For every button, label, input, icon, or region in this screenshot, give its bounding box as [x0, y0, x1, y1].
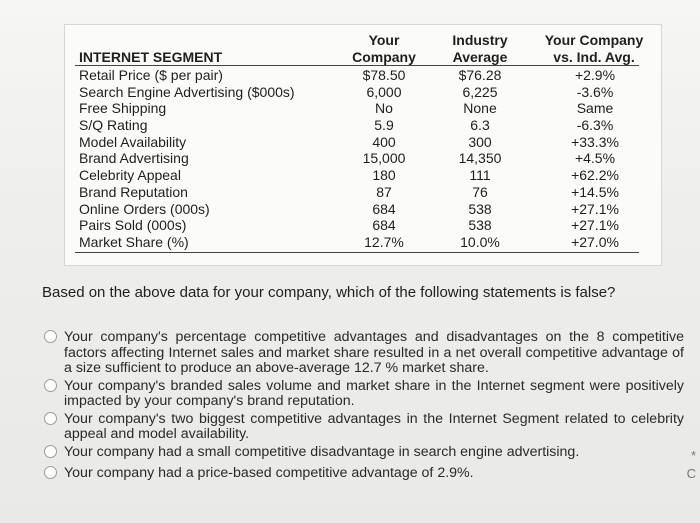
- row-industry-value: 10.0%: [460, 233, 500, 250]
- table-row: Brand Advertising 15,000 14,350 +4.5%: [79, 150, 649, 167]
- row-vs-value: +33.3%: [571, 133, 619, 150]
- row-industry-value: None: [463, 100, 497, 117]
- row-industry-value: 111: [469, 167, 491, 184]
- answer-option-text: Your company's percentage competitive ad…: [64, 329, 684, 376]
- radio-button[interactable]: [44, 411, 57, 425]
- col-header-your-line2: Company: [352, 49, 416, 65]
- answer-options: Your company's percentage competitive ad…: [44, 329, 684, 482]
- row-your-value: 684: [372, 200, 396, 217]
- table-row: Search Engine Advertising ($000s) 6,000 …: [79, 84, 649, 101]
- answer-option[interactable]: Your company had a price-based competiti…: [44, 465, 684, 482]
- col-header-vs-line2: vs. Ind. Avg.: [553, 49, 635, 65]
- row-vs-value: +62.2%: [571, 167, 619, 184]
- col-header-your-company: Your Company: [346, 32, 422, 66]
- row-vs-value: +27.1%: [571, 200, 619, 217]
- question-text: Based on the above data for your company…: [42, 284, 616, 301]
- row-industry-value: 538: [468, 200, 492, 217]
- row-vs-value: -3.6%: [576, 83, 614, 100]
- row-industry-value: 6.3: [470, 117, 490, 134]
- row-label: Brand Reputation: [79, 183, 188, 200]
- answer-option[interactable]: Your company had a small competitive dis…: [44, 443, 684, 461]
- row-industry-value: $76.28: [458, 67, 502, 83]
- row-label: Brand Advertising: [79, 150, 189, 167]
- table-row: Pairs Sold (000s) 684 538 +27.1%: [79, 217, 649, 234]
- edge-glyph: C: [686, 466, 696, 481]
- row-your-value: 12.7%: [364, 233, 404, 250]
- row-vs-value: -6.3%: [576, 117, 614, 134]
- row-vs-value: +4.5%: [574, 150, 616, 167]
- col-header-vs-industry: Your Company vs. Ind. Avg.: [534, 32, 654, 66]
- answer-option[interactable]: Your company's percentage competitive ad…: [44, 329, 684, 377]
- row-your-value: $78.50: [362, 67, 406, 83]
- row-label: Pairs Sold (000s): [79, 217, 187, 234]
- row-vs-value: +14.5%: [571, 183, 619, 200]
- table-row: Model Availability 400 300 +33.3%: [79, 134, 649, 151]
- row-industry-value: 76: [472, 183, 488, 200]
- table-row: Online Orders (000s) 684 538 +27.1%: [79, 201, 649, 218]
- row-label: Search Engine Advertising ($000s): [79, 83, 295, 100]
- row-industry-value: 14,350: [458, 150, 502, 167]
- row-industry-value: 6,225: [462, 83, 498, 100]
- cursor-arrow-glyph: *: [690, 448, 696, 463]
- row-label: Market Share (%): [79, 233, 189, 250]
- answer-option-text: Your company had a price-based competiti…: [64, 465, 474, 481]
- table-top-rule: [75, 65, 639, 66]
- col-header-your-line1: Your: [368, 32, 400, 48]
- answer-option-text: Your company's branded sales volume and …: [64, 377, 684, 409]
- row-label: Online Orders (000s): [79, 200, 210, 217]
- row-vs-value: +27.1%: [571, 217, 619, 234]
- radio-button[interactable]: [44, 378, 57, 392]
- col-header-industry-line1: Industry: [452, 32, 508, 48]
- table-row: Celebrity Appeal 180 111 +62.2%: [79, 167, 649, 184]
- radio-button[interactable]: [44, 466, 57, 479]
- answer-option-text: Your company's two biggest competitive a…: [64, 410, 684, 442]
- row-your-value: 5.9: [374, 117, 394, 134]
- row-label: Free Shipping: [79, 100, 167, 117]
- row-label: Celebrity Appeal: [79, 167, 181, 184]
- table-row: Free Shipping No None Same: [79, 100, 649, 117]
- segment-header: INTERNET SEGMENT: [79, 49, 223, 65]
- row-label: Model Availability: [79, 133, 187, 150]
- col-header-vs-line1: Your Company: [544, 32, 644, 48]
- row-your-value: 15,000: [362, 150, 406, 167]
- data-table-panel: [64, 24, 662, 266]
- table-bottom-rule: [75, 252, 639, 253]
- table-body: Retail Price ($ per pair) $78.50 $76.28 …: [79, 67, 649, 251]
- table-row: Brand Reputation 87 76 +14.5%: [79, 184, 649, 201]
- row-your-value: 87: [376, 183, 392, 200]
- row-your-value: 684: [372, 217, 396, 234]
- table-row: S/Q Rating 5.9 6.3 -6.3%: [79, 117, 649, 134]
- row-your-value: 400: [372, 133, 396, 150]
- answer-option-text: Your company had a small competitive dis…: [64, 443, 580, 460]
- table-row: Retail Price ($ per pair) $78.50 $76.28 …: [79, 67, 649, 84]
- row-vs-value: Same: [576, 100, 614, 117]
- row-your-value: 6,000: [366, 83, 402, 100]
- row-industry-value: 300: [468, 133, 492, 150]
- radio-button[interactable]: [44, 330, 57, 343]
- col-header-industry-average: Industry Average: [440, 32, 520, 66]
- table-row: Market Share (%) 12.7% 10.0% +27.0%: [79, 234, 649, 251]
- answer-option[interactable]: Your company's branded sales volume and …: [44, 377, 684, 410]
- row-vs-value: +27.0%: [571, 233, 619, 250]
- col-header-industry-line2: Average: [452, 49, 508, 65]
- radio-button[interactable]: [44, 444, 57, 458]
- row-vs-value: +2.9%: [574, 67, 616, 83]
- row-label: S/Q Rating: [79, 117, 148, 134]
- row-your-value: No: [375, 100, 393, 117]
- row-your-value: 180: [372, 167, 396, 184]
- row-industry-value: 538: [468, 217, 492, 234]
- row-label: Retail Price ($ per pair): [79, 67, 223, 83]
- answer-option[interactable]: Your company's two biggest competitive a…: [44, 410, 684, 443]
